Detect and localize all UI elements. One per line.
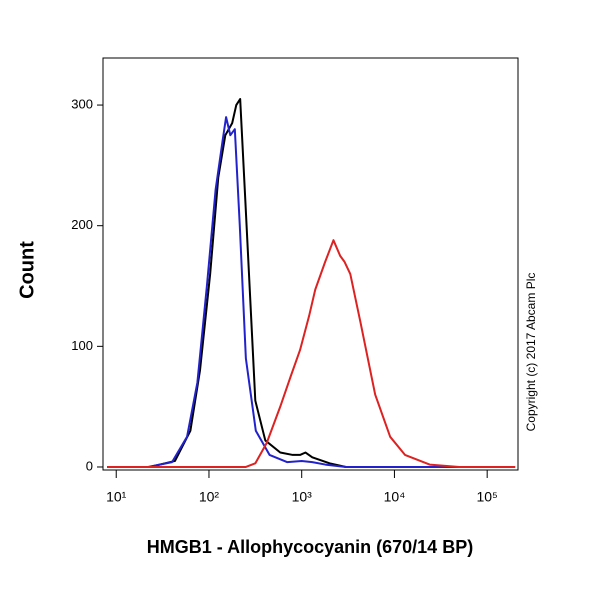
x-tick-label: 10³ — [292, 489, 313, 505]
copyright: Copyright (c) 2017 Abcam Plc — [524, 273, 538, 432]
y-tick-label: 0 — [86, 458, 93, 473]
histogram-line — [107, 116, 516, 468]
y-tick-label: 200 — [71, 217, 93, 232]
histogram-line — [107, 239, 516, 468]
histogram-line — [107, 98, 516, 468]
y-tick-label: 100 — [71, 338, 93, 353]
x-axis-label: HMGB1 - Allophycocyanin (670/14 BP) — [147, 537, 473, 557]
x-tick-label: 10¹ — [106, 489, 127, 505]
x-tick-label: 10² — [199, 489, 220, 505]
y-axis-label: Count — [16, 241, 38, 299]
y-tick-label: 300 — [71, 96, 93, 111]
x-tick-label: 10⁵ — [476, 489, 497, 505]
plot-frame — [102, 57, 519, 471]
x-tick-label: 10⁴ — [384, 489, 406, 505]
